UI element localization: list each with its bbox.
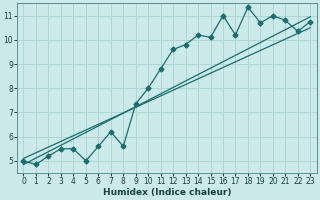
X-axis label: Humidex (Indice chaleur): Humidex (Indice chaleur)	[103, 188, 231, 197]
